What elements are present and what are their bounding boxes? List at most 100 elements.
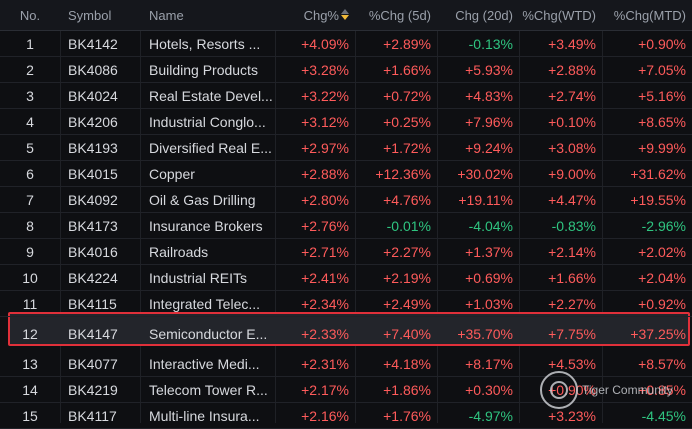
table-row[interactable]: 13 BK4077 Interactive Medi... +2.31% +4.18% +… <box>0 351 692 377</box>
header-chg-label: Chg% <box>303 7 339 23</box>
header-symbol[interactable]: Symbol <box>68 7 112 23</box>
row-name: Diversified Real E... <box>149 139 272 156</box>
row-symbol: BK4024 <box>68 87 118 104</box>
row-symbol: BK4219 <box>68 381 118 398</box>
row-chg-20d: +30.02% <box>457 165 513 182</box>
table-row[interactable]: 7 BK4092 Oil & Gas Drilling +2.80% +4.76% +19… <box>0 187 692 213</box>
row-chg-mtd: +5.16% <box>638 87 686 104</box>
row-name: Interactive Medi... <box>149 355 260 372</box>
header-chg-5d[interactable]: %Chg (5d) <box>368 7 431 23</box>
row-number: 4 <box>26 113 34 130</box>
row-chg-20d: +0.69% <box>465 269 513 286</box>
row-chg-mtd: +0.85% <box>638 381 686 398</box>
row-chg-mtd: +0.90% <box>638 35 686 52</box>
row-number: 7 <box>26 191 34 208</box>
row-name: Industrial Conglo... <box>149 113 266 130</box>
header-no[interactable]: No. <box>19 7 41 23</box>
row-chg: +2.33% <box>301 326 349 342</box>
tiger-logo-icon <box>540 371 578 409</box>
row-chg-5d: +4.18% <box>383 355 431 372</box>
row-chg: +2.34% <box>301 295 349 312</box>
row-chg-5d: +2.19% <box>383 269 431 286</box>
row-chg-5d: +12.36% <box>375 165 431 182</box>
row-chg-20d: +19.11% <box>458 191 513 208</box>
row-symbol: BK4086 <box>68 61 118 78</box>
row-chg: +2.97% <box>301 139 349 156</box>
row-chg: +2.31% <box>301 355 349 372</box>
row-chg-wtd: +3.08% <box>548 139 596 156</box>
column-divider <box>602 0 603 423</box>
row-chg-wtd: +4.47% <box>548 191 596 208</box>
row-chg-5d: +1.72% <box>383 139 431 156</box>
header-chg-wtd[interactable]: %Chg(WTD) <box>522 7 596 23</box>
row-name: Telecom Tower R... <box>149 381 268 398</box>
row-chg-5d: +1.66% <box>383 61 431 78</box>
row-name: Multi-line Insura... <box>149 407 260 424</box>
table-row[interactable]: 3 BK4024 Real Estate Devel... +3.22% +0.72% +… <box>0 83 692 109</box>
table-row[interactable]: 15 BK4117 Multi-line Insura... +2.16% +1.76%… <box>0 403 692 429</box>
header-chg[interactable]: Chg% <box>275 0 355 30</box>
table-row[interactable]: 1 BK4142 Hotels, Resorts ... +4.09% +2.89% -0… <box>0 31 692 57</box>
column-divider <box>519 0 520 423</box>
table-row[interactable]: 5 BK4193 Diversified Real E... +2.97% +1.72%… <box>0 135 692 161</box>
highlighted-row-box <box>8 312 690 346</box>
row-chg-mtd: +8.65% <box>638 113 686 130</box>
row-name: Building Products <box>149 61 258 78</box>
row-symbol: BK4173 <box>68 217 118 234</box>
row-number: 8 <box>26 217 34 234</box>
table-row[interactable]: 6 BK4015 Copper +2.88% +12.36% +30.02% +9.00% +… <box>0 161 692 187</box>
row-chg: +3.28% <box>301 61 349 78</box>
table-row[interactable]: 4 BK4206 Industrial Conglo... +3.12% +0.25% +… <box>0 109 692 135</box>
row-symbol: BK4142 <box>68 35 118 52</box>
row-symbol: BK4147 <box>68 326 118 342</box>
table-row[interactable]: 11 BK4115 Integrated Telec... +2.34% +2.49% +… <box>0 291 692 317</box>
row-chg-20d: -4.04% <box>468 217 513 234</box>
row-chg-5d: +7.40% <box>383 326 431 342</box>
row-chg-mtd: +19.55% <box>630 191 686 208</box>
row-number: 1 <box>26 35 34 52</box>
table-row[interactable]: 12 BK4147 Semiconductor E... +2.33% +7.40% +3… <box>0 317 692 351</box>
row-chg-mtd: +2.04% <box>638 269 686 286</box>
row-chg-wtd: +2.27% <box>548 295 596 312</box>
row-chg-wtd: +3.23% <box>548 407 596 424</box>
row-chg-wtd: +7.75% <box>548 326 596 342</box>
row-chg-20d: +1.03% <box>465 295 513 312</box>
row-chg: +2.17% <box>301 381 349 398</box>
table-row[interactable]: 14 BK4219 Telecom Tower R... +2.17% +1.86% +0… <box>0 377 692 403</box>
row-chg-20d: +7.96% <box>465 113 513 130</box>
row-symbol: BK4206 <box>68 113 118 130</box>
header-name[interactable]: Name <box>149 7 184 23</box>
row-chg-20d: +9.24% <box>465 139 513 156</box>
row-chg-wtd: +2.14% <box>548 243 596 260</box>
row-chg-mtd: +9.99% <box>638 139 686 156</box>
table-row[interactable]: 8 BK4173 Insurance Brokers +2.76% -0.01% -4.0… <box>0 213 692 239</box>
table-row[interactable]: 10 BK4224 Industrial REITs +2.41% +2.19% +0.6… <box>0 265 692 291</box>
row-number: 12 <box>22 326 38 342</box>
row-name: Oil & Gas Drilling <box>149 191 256 208</box>
row-chg-5d: +1.76% <box>383 407 431 424</box>
row-name: Insurance Brokers <box>149 217 263 234</box>
header-chg-mtd[interactable]: %Chg(MTD) <box>613 7 686 23</box>
row-chg-20d: -0.13% <box>468 35 513 52</box>
header-chg-20d[interactable]: Chg (20d) <box>455 7 513 23</box>
row-chg-wtd: +3.49% <box>548 35 596 52</box>
row-chg-mtd: +37.25% <box>630 326 686 342</box>
row-chg-5d: -0.01% <box>386 217 431 234</box>
column-divider <box>140 0 141 423</box>
watermark: Tiger Community <box>540 370 690 410</box>
row-symbol: BK4092 <box>68 191 118 208</box>
row-chg-wtd: +2.88% <box>548 61 596 78</box>
table-row[interactable]: 9 BK4016 Railroads +2.71% +2.27% +1.37% +2.14%… <box>0 239 692 265</box>
row-name: Hotels, Resorts ... <box>149 35 261 52</box>
row-chg: +4.09% <box>301 35 349 52</box>
table-row[interactable]: 2 BK4086 Building Products +3.28% +1.66% +5.9… <box>0 57 692 83</box>
row-chg-20d: -4.97% <box>468 407 513 424</box>
row-chg: +2.16% <box>301 407 349 424</box>
row-chg: +2.88% <box>301 165 349 182</box>
column-divider <box>275 0 276 423</box>
row-name: Real Estate Devel... <box>149 87 273 104</box>
row-chg-20d: +0.30% <box>465 381 513 398</box>
row-chg-mtd: +0.92% <box>638 295 686 312</box>
sort-descending-icon[interactable] <box>341 9 349 21</box>
row-name: Industrial REITs <box>149 269 248 286</box>
